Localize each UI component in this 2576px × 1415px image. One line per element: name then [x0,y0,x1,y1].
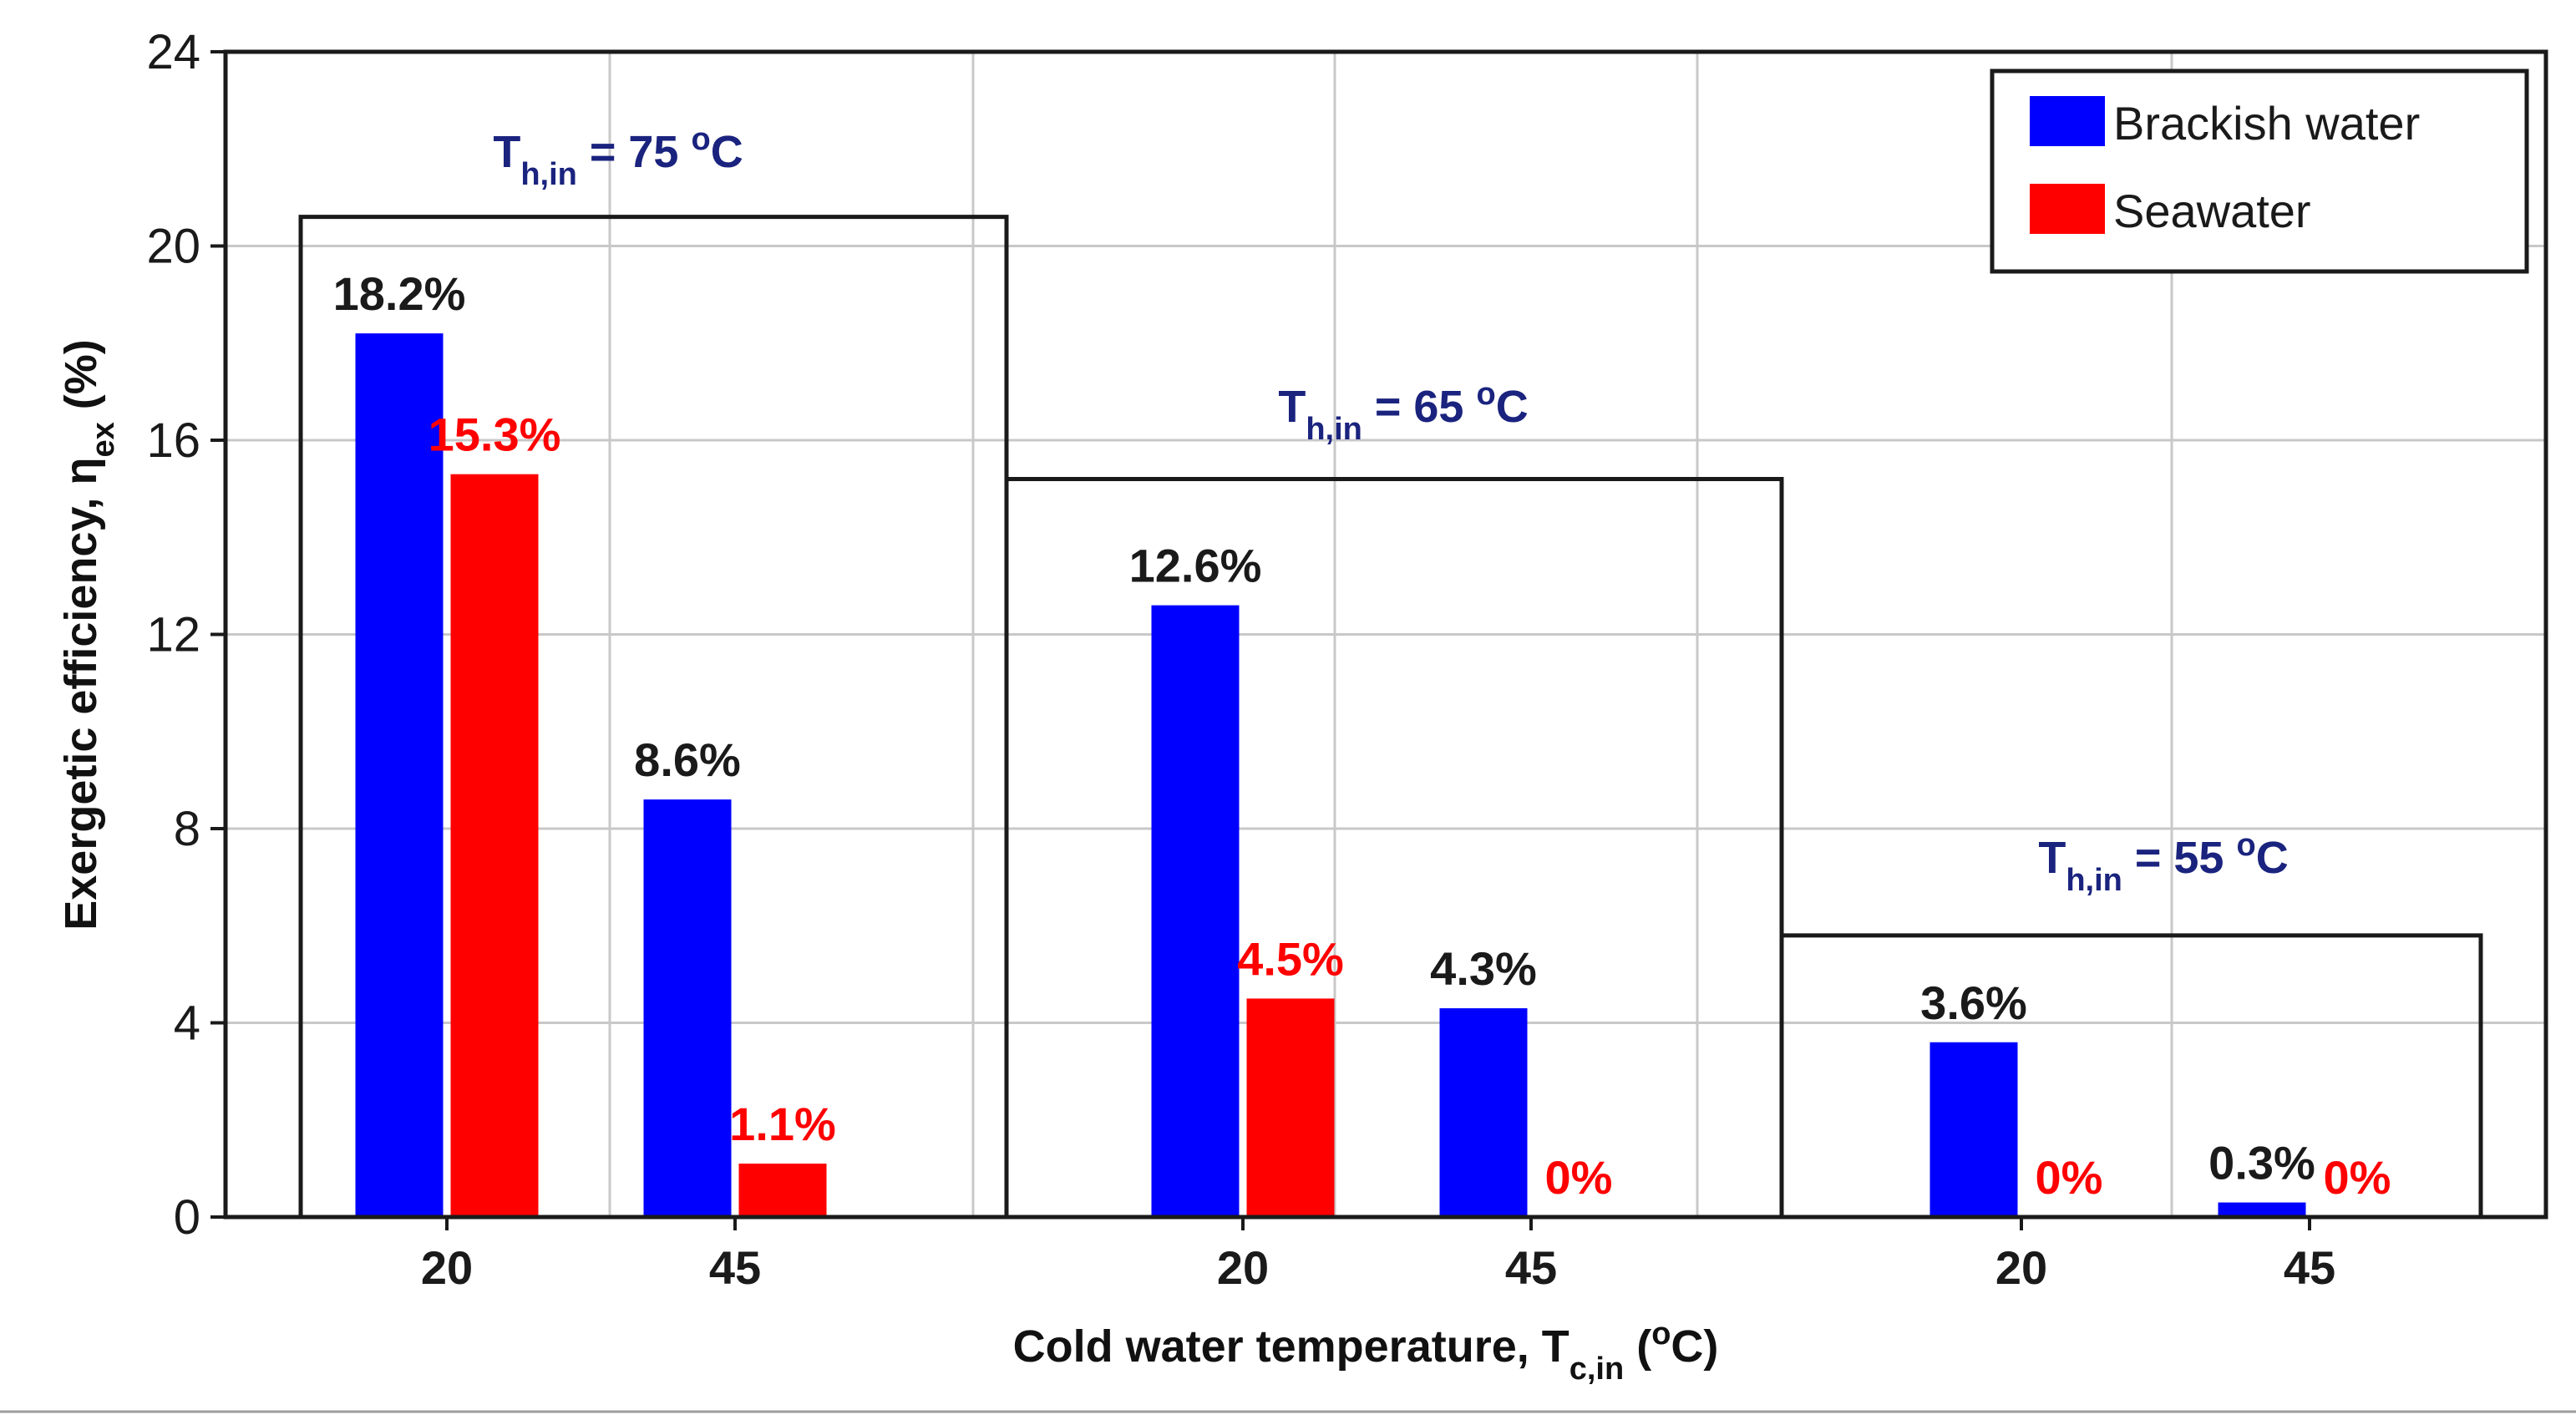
y-tick-label: 0 [174,1190,200,1245]
data-label-seawater: 4.5% [1237,932,1344,985]
group-labels: Th,in = 75 oC Th,in = 65 oC Th,in = 55 oC [493,122,2288,898]
legend: Brackish water Seawater [1990,68,2529,274]
bar-seawater [1246,998,1335,1217]
data-label-seawater: 0% [2324,1151,2391,1204]
y-tick-label: 20 [146,220,200,274]
data-label-seawater: 15.3% [428,408,561,461]
data-label-brackish: 3.6% [1920,976,2027,1029]
bars [355,333,2306,1217]
data-label-seawater: 0% [1545,1151,1613,1204]
bar-brackish [2218,1202,2306,1217]
x-tick-label: 45 [709,1241,761,1294]
y-tick-label: 8 [174,802,200,856]
group-label: Th,in = 65 oC [1278,377,1528,447]
data-label-seawater: 1.1% [729,1098,836,1150]
x-tick-label: 20 [1995,1241,2047,1294]
group-label: Th,in = 75 oC [493,122,743,192]
data-label-brackish: 12.6% [1129,540,1262,592]
group-label: Th,in = 55 oC [2038,828,2288,898]
grid-lines [226,52,2546,1217]
bar-seawater [738,1164,827,1217]
data-label-brackish: 18.2% [333,267,466,320]
bar-seawater [450,474,539,1217]
data-labels: 18.2%15.3%8.6%1.1%12.6%4.5% 4.3%0%3.6%0% 0… [333,267,2391,1204]
bar-brackish [1439,1008,1528,1217]
bar-brackish [355,333,444,1217]
x-tick-label: 45 [1505,1241,1557,1294]
bar-brackish [1929,1042,2018,1217]
data-label-brackish: 4.3% [1430,942,1537,995]
x-axis-label: Cold water temperature, Tc,in (oC) [1013,1316,1719,1387]
y-axis-label: Exergetic efficiency, ηex (%) [56,339,121,931]
legend-label-brackish: Brackish water [2113,97,2420,150]
legend-swatch-seawater [2030,184,2105,234]
y-tick-label: 24 [146,25,200,79]
bar-brackish [1151,605,1240,1217]
data-label-brackish: 0.3% [2208,1137,2315,1189]
legend-label-seawater: Seawater [2113,185,2311,237]
legend-swatch-brackish [2030,96,2105,146]
x-tick-label: 20 [1217,1241,1269,1294]
x-tick-label: 45 [2284,1241,2335,1294]
axis-ticks: 0 4 8 12 16 20 24 20 45 20 45 20 45 [146,25,2335,1294]
y-tick-label: 16 [146,413,200,468]
y-tick-label: 4 [174,997,200,1051]
data-label-brackish: 8.6% [634,733,741,786]
y-tick-label: 12 [146,608,200,662]
bar-brackish [643,799,732,1217]
x-tick-label: 20 [421,1241,473,1294]
data-label-seawater: 0% [2036,1151,2103,1204]
